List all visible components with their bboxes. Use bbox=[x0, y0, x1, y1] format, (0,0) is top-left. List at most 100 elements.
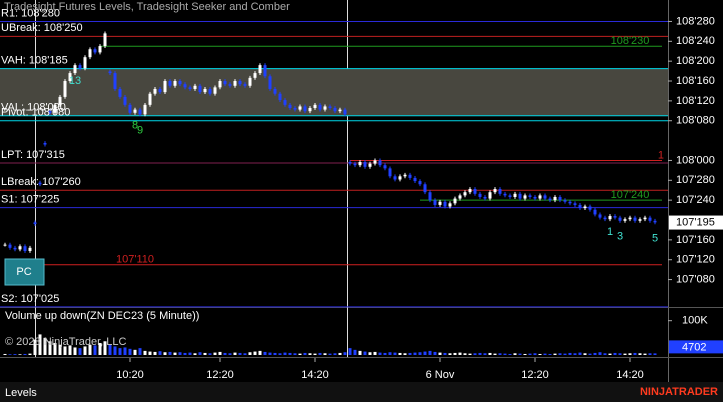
level-label: LPT: 107'315 bbox=[1, 149, 65, 161]
volume-bar bbox=[368, 352, 372, 355]
volume-bar bbox=[163, 352, 167, 355]
candle-body bbox=[323, 106, 327, 110]
volume-bar bbox=[648, 353, 652, 355]
volume-bar bbox=[108, 344, 112, 355]
volume-tick-label: 100K bbox=[682, 315, 708, 327]
signal-count: 13 bbox=[69, 75, 81, 87]
marker-label: 107'110 bbox=[116, 254, 154, 266]
candle-body bbox=[28, 247, 32, 251]
candle-body bbox=[273, 88, 277, 94]
volume-bar bbox=[613, 352, 617, 355]
volume-bar bbox=[373, 351, 377, 355]
candle-body bbox=[603, 217, 607, 220]
volume-bar bbox=[438, 352, 442, 355]
candle-body bbox=[13, 247, 17, 250]
badge: PC bbox=[16, 266, 31, 278]
candle-body bbox=[283, 100, 287, 105]
candle-body bbox=[268, 76, 272, 89]
candle-body bbox=[573, 203, 577, 205]
candle-body bbox=[78, 65, 82, 69]
candle-body bbox=[518, 193, 522, 199]
candle-body bbox=[128, 104, 132, 113]
candle-body bbox=[633, 217, 637, 221]
volume-bar bbox=[488, 352, 492, 355]
volume-bar bbox=[348, 348, 352, 355]
candle-body bbox=[438, 201, 442, 205]
volume-bar bbox=[263, 351, 267, 355]
x-tick-label: 14:20 bbox=[301, 369, 329, 381]
candle-body bbox=[53, 104, 57, 113]
candle-body bbox=[348, 162, 352, 164]
candle-body bbox=[68, 73, 72, 82]
volume-bar bbox=[353, 349, 357, 355]
y-tick-label: 107'120 bbox=[676, 254, 715, 266]
candle-body bbox=[538, 195, 542, 199]
volume-bar bbox=[328, 353, 332, 355]
signal-count: 5 bbox=[652, 232, 658, 244]
volume-bar bbox=[238, 352, 242, 355]
candle-body bbox=[598, 214, 602, 218]
candle-body bbox=[613, 216, 617, 218]
x-tick-label: 12:20 bbox=[206, 369, 234, 381]
candle-body bbox=[403, 174, 407, 177]
volume-bar bbox=[483, 353, 487, 355]
candle-body bbox=[593, 209, 597, 215]
candle-body bbox=[63, 81, 67, 97]
candle-body bbox=[548, 198, 552, 201]
candle-body bbox=[233, 81, 237, 86]
volume-bar bbox=[183, 352, 187, 355]
volume-bar bbox=[278, 353, 282, 355]
candle-body bbox=[98, 46, 102, 53]
candle-body bbox=[158, 88, 162, 93]
volume-bar bbox=[428, 350, 432, 355]
candle-body bbox=[343, 109, 347, 115]
volume-bar bbox=[128, 348, 132, 355]
marker-label: 107'240 bbox=[611, 189, 650, 201]
tab-label[interactable]: Levels bbox=[5, 387, 37, 399]
candle-body bbox=[138, 109, 142, 115]
x-tick-label: 10:20 bbox=[116, 369, 144, 381]
y-tick-label: 108'000 bbox=[676, 154, 715, 166]
candle-body bbox=[163, 81, 167, 93]
candle-body bbox=[318, 104, 322, 110]
candle-body bbox=[203, 88, 207, 93]
volume-bar bbox=[78, 348, 82, 355]
copyright: © 2023 NinjaTrader, LLC bbox=[5, 336, 126, 348]
candle-body bbox=[8, 244, 12, 248]
candle-body bbox=[338, 109, 342, 112]
volume-bar bbox=[583, 353, 587, 355]
volume-bar bbox=[638, 353, 642, 355]
volume-bar bbox=[138, 348, 142, 355]
candle-body bbox=[493, 189, 497, 193]
volume-bar bbox=[218, 351, 222, 355]
y-tick-label: 107'280 bbox=[676, 174, 715, 186]
candle-body bbox=[258, 65, 262, 74]
volume-bar bbox=[313, 353, 317, 355]
x-tick-label: 6 Nov bbox=[426, 369, 455, 381]
volume-bar bbox=[58, 344, 62, 355]
volume-bar bbox=[458, 352, 462, 355]
volume-bar bbox=[3, 353, 7, 355]
volume-bar bbox=[173, 352, 177, 355]
volume-bar bbox=[508, 353, 512, 355]
last-price-label: 107'195 bbox=[676, 216, 715, 228]
volume-bar bbox=[323, 353, 327, 355]
volume-bar bbox=[518, 353, 522, 355]
candle-body bbox=[213, 87, 217, 94]
volume-bar bbox=[293, 353, 297, 355]
candle-body bbox=[153, 88, 157, 94]
volume-bar bbox=[453, 352, 457, 355]
volume-bar bbox=[513, 353, 517, 355]
marker-label: 108'230 bbox=[611, 35, 650, 47]
candle-body bbox=[383, 165, 387, 169]
candle-body bbox=[253, 73, 257, 78]
signal-count: 9 bbox=[137, 124, 143, 136]
candle-body bbox=[623, 219, 627, 221]
volume-bar bbox=[223, 352, 227, 355]
volume-bar bbox=[88, 344, 92, 355]
candle-body bbox=[413, 177, 417, 182]
volume-bar bbox=[8, 354, 12, 355]
candle-body bbox=[618, 217, 622, 221]
